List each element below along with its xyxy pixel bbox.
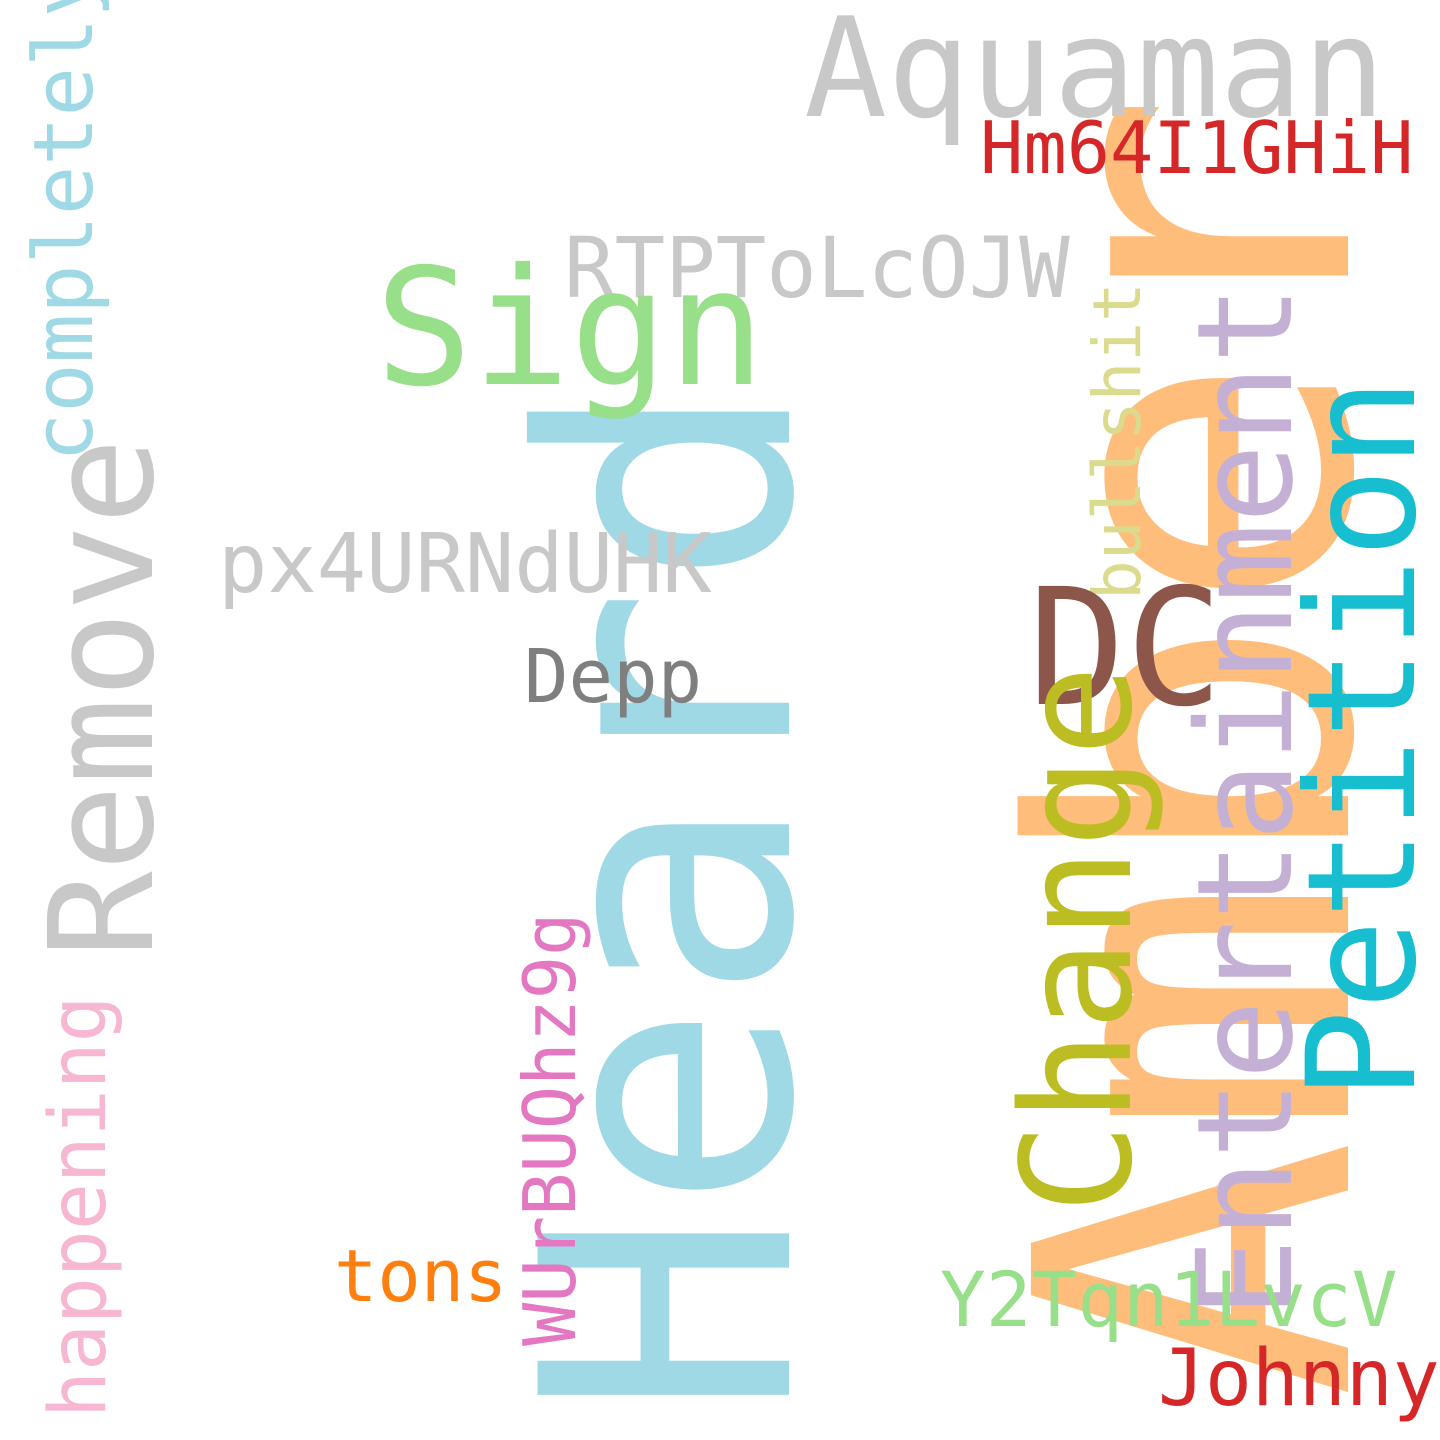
word-remove: Remove — [18, 437, 186, 958]
word-aquaman: Aquaman — [804, 0, 1386, 149]
word-dc: DC — [1028, 555, 1224, 743]
word-tons: tons — [334, 1234, 508, 1318]
word-px4urnduhk: px4URNdUHK — [218, 517, 712, 612]
word-depp: Depp — [524, 634, 703, 720]
word-sign: Sign — [375, 235, 766, 423]
word-petition: Petition — [1276, 377, 1440, 1100]
word-y2tqn1lvcv: Y2Tqn1LvcV — [940, 1255, 1398, 1344]
word-change: Change — [989, 664, 1166, 1214]
word-rtptolcojw: RTPToLcOJW — [564, 219, 1070, 317]
word-happening: happening — [34, 995, 124, 1418]
word-johnny: Johnny — [1158, 1334, 1440, 1424]
word-hm64i1ghih: Hm64I1GHiH — [980, 106, 1414, 190]
word-wurbuqhz9g: WUrBUQhz9g — [508, 912, 592, 1346]
word-bullshit: bullshit — [1079, 282, 1156, 600]
word-completely: completely — [17, 0, 112, 462]
